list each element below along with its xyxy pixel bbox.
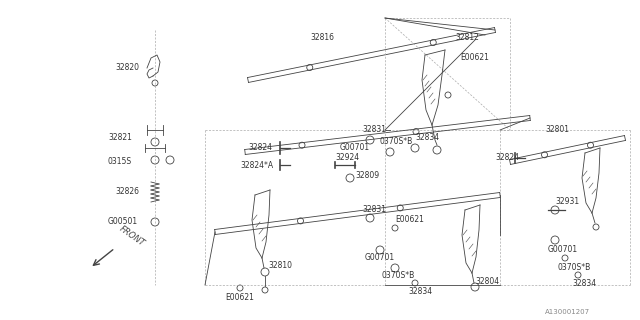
Text: 32816: 32816 (310, 34, 334, 43)
Text: 32824*A: 32824*A (240, 161, 273, 170)
Text: 0370S*B: 0370S*B (558, 262, 591, 271)
Text: 0315S: 0315S (108, 157, 132, 166)
Text: 32810: 32810 (268, 260, 292, 269)
Text: FRONT: FRONT (118, 224, 147, 248)
Text: 32831: 32831 (362, 205, 386, 214)
Text: G00701: G00701 (340, 143, 370, 153)
Text: E00621: E00621 (395, 215, 424, 225)
Text: 0370S*B: 0370S*B (382, 271, 415, 281)
Text: A130001207: A130001207 (545, 309, 590, 315)
Text: G00701: G00701 (365, 253, 395, 262)
Text: 32824: 32824 (248, 143, 272, 153)
Text: 32834: 32834 (415, 133, 439, 142)
Text: 0370S*B: 0370S*B (380, 138, 413, 147)
Text: 32834: 32834 (408, 286, 432, 295)
Text: 32824: 32824 (495, 154, 519, 163)
Text: 32831: 32831 (362, 125, 386, 134)
Text: G00501: G00501 (108, 218, 138, 227)
Text: G00701: G00701 (548, 245, 578, 254)
Text: E00621: E00621 (225, 292, 254, 301)
Text: 32924: 32924 (335, 154, 359, 163)
Text: 32809: 32809 (355, 171, 379, 180)
Text: 32801: 32801 (545, 125, 569, 134)
Text: 32821: 32821 (108, 133, 132, 142)
Text: 32812: 32812 (455, 34, 479, 43)
Text: E00621: E00621 (460, 53, 489, 62)
Text: 32804: 32804 (475, 277, 499, 286)
Text: 32820: 32820 (115, 63, 139, 73)
Text: 32931: 32931 (555, 197, 579, 206)
Text: 32834: 32834 (572, 278, 596, 287)
Text: 32826: 32826 (115, 188, 139, 196)
